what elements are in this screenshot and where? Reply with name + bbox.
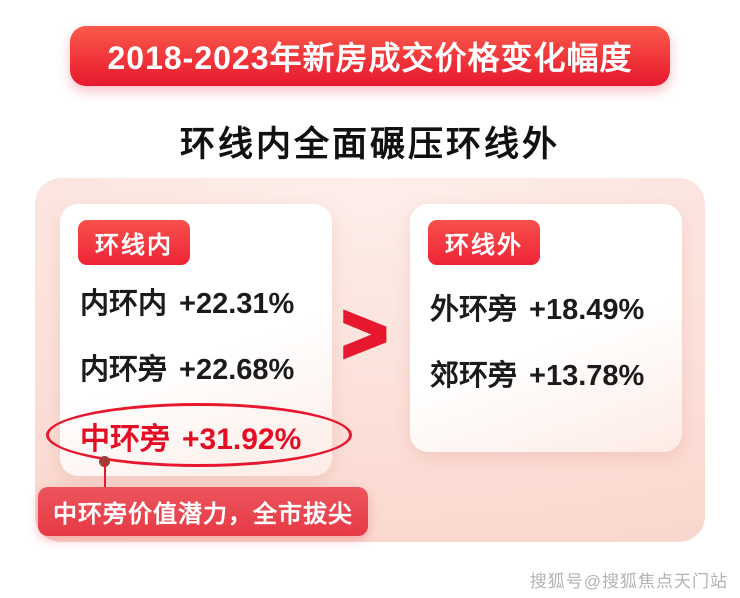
card-inner-rings: 环线内 内环内 +22.31% 内环旁 +22.68% 中环旁 +31.92% <box>60 204 332 476</box>
data-row: 外环旁 +18.49% <box>430 286 644 328</box>
region-value: +22.31% <box>179 288 295 320</box>
page-subtitle: 环线内全面碾压环线外 <box>179 125 560 164</box>
data-row: 内环旁 +22.68% <box>80 346 294 388</box>
card-outer-rings: 环线外 外环旁 +18.49% 郊环旁 +13.78% <box>410 204 682 452</box>
title-banner: 2018-2023年新房成交价格变化幅度 <box>70 26 670 86</box>
watermark-text: 搜狐号@搜狐焦点天门站 <box>529 572 728 591</box>
region-label: 内环旁 <box>80 354 168 386</box>
region-label: 内环内 <box>80 288 168 320</box>
region-label: 郊环旁 <box>430 360 518 392</box>
data-row: 内环内 +22.31% <box>80 280 294 322</box>
callout-banner: 中环旁价值潜力，全市拔尖 <box>38 487 368 536</box>
connector-line <box>104 465 106 489</box>
badge-outer-rings: 环线外 <box>428 220 540 265</box>
connector-dot <box>99 456 110 467</box>
region-value: +18.49% <box>529 294 645 326</box>
greater-than-symbol: > <box>340 285 390 382</box>
badge-inner-rings: 环线内 <box>78 220 190 265</box>
comparison-panel: 环线内 内环内 +22.31% 内环旁 +22.68% 中环旁 +31.92% … <box>35 178 705 542</box>
region-value: +13.78% <box>529 360 645 392</box>
highlight-oval <box>46 403 352 467</box>
banner-title: 2018-2023年新房成交价格变化幅度 <box>107 40 633 76</box>
data-row: 郊环旁 +13.78% <box>430 352 644 394</box>
region-value: +22.68% <box>179 354 295 386</box>
region-label: 外环旁 <box>430 294 518 326</box>
